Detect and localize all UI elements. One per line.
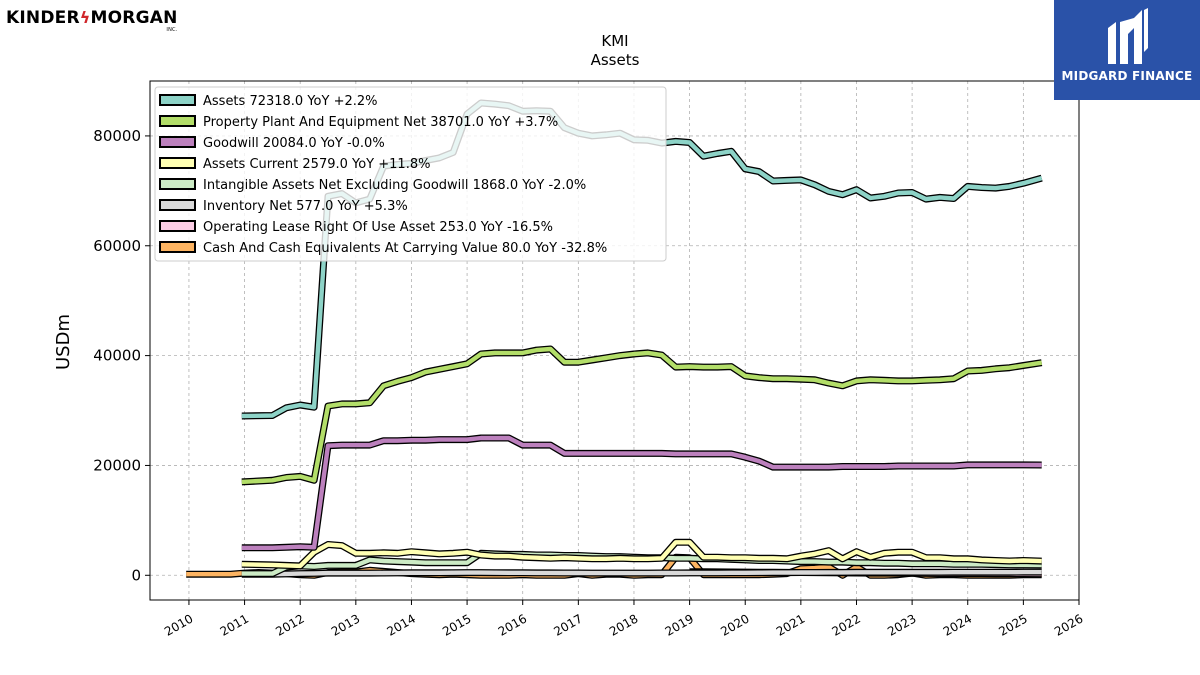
y-axis-label: USDm	[53, 314, 74, 370]
legend-swatch	[159, 241, 196, 253]
y-tick-label: 80000	[93, 127, 141, 145]
legend-label: Goodwill 20084.0 YoY -0.0%	[203, 136, 385, 151]
y-tick-label: 20000	[93, 456, 141, 474]
legend-frame	[154, 86, 667, 262]
legend-label: Property Plant And Equipment Net 38701.0…	[203, 115, 558, 130]
chart-subtitle: Assets	[590, 51, 640, 69]
y-tick-label: 40000	[93, 347, 141, 365]
legend-entry: Goodwill 20084.0 YoY -0.0%	[159, 136, 385, 151]
legend-entry: Property Plant And Equipment Net 38701.0…	[159, 115, 558, 130]
legend-entry: Inventory Net 577.0 YoY +5.3%	[159, 199, 408, 214]
legend-swatch	[159, 178, 196, 190]
y-tick-label: 60000	[93, 237, 141, 255]
midgard-finance-logo: MIDGARD FINANCE	[1054, 0, 1200, 100]
legend-swatch	[159, 199, 196, 211]
logo-word-right: MORGAN	[90, 8, 178, 28]
lightning-bolt-icon: ϟ	[79, 8, 91, 27]
kinder-morgan-logo: KINDERϟMORGAN INC.	[6, 8, 178, 33]
chart-title-block: KMI Assets	[465, 32, 765, 70]
series-line	[241, 540, 1042, 569]
legend-entry: Intangible Assets Net Excluding Goodwill…	[159, 178, 586, 193]
y-tick-label: 0	[131, 566, 141, 584]
chart-title: KMI	[601, 32, 629, 50]
legend-label: Cash And Cash Equivalents At Carrying Va…	[203, 241, 607, 256]
series-property-plant-and-equipment-net	[241, 345, 1043, 486]
midgard-monogram-icon	[1108, 8, 1148, 64]
legend-swatch	[159, 94, 196, 106]
legend: Assets 72318.0 YoY +2.2% Property Plant A…	[154, 86, 667, 262]
legend-label: Inventory Net 577.0 YoY +5.3%	[203, 199, 408, 214]
series-goodwill	[241, 434, 1042, 552]
legend-label: Assets 72318.0 YoY +2.2%	[203, 94, 378, 109]
series-line	[241, 435, 1042, 550]
legend-swatch	[159, 136, 196, 148]
legend-label: Operating Lease Right Of Use Asset 253.0…	[203, 220, 553, 235]
legend-entry: Assets Current 2579.0 YoY +11.8%	[159, 157, 430, 172]
series-line	[241, 569, 1042, 577]
legend-label: Intangible Assets Net Excluding Goodwill…	[203, 178, 586, 193]
legend-swatch	[159, 115, 196, 127]
midgard-logo-text: MIDGARD FINANCE	[1061, 69, 1193, 83]
legend-label: Assets Current 2579.0 YoY +11.8%	[203, 157, 430, 172]
legend-entry: Assets 72318.0 YoY +2.2%	[159, 94, 378, 109]
series-assets-current	[241, 538, 1042, 570]
y-axis: 0 20000 40000 60000 80000	[93, 127, 150, 584]
legend-entry: Cash And Cash Equivalents At Carrying Va…	[159, 241, 607, 256]
plot-area-frame	[149, 80, 1080, 601]
logo-suffix: INC.	[166, 27, 178, 33]
legend-entry: Operating Lease Right Of Use Asset 253.0…	[159, 220, 553, 235]
legend-swatch	[159, 157, 196, 169]
legend-swatch	[159, 220, 196, 232]
series-inventory-net	[241, 568, 1042, 578]
logo-word-left: KINDER	[6, 8, 80, 28]
series-line	[241, 346, 1043, 485]
